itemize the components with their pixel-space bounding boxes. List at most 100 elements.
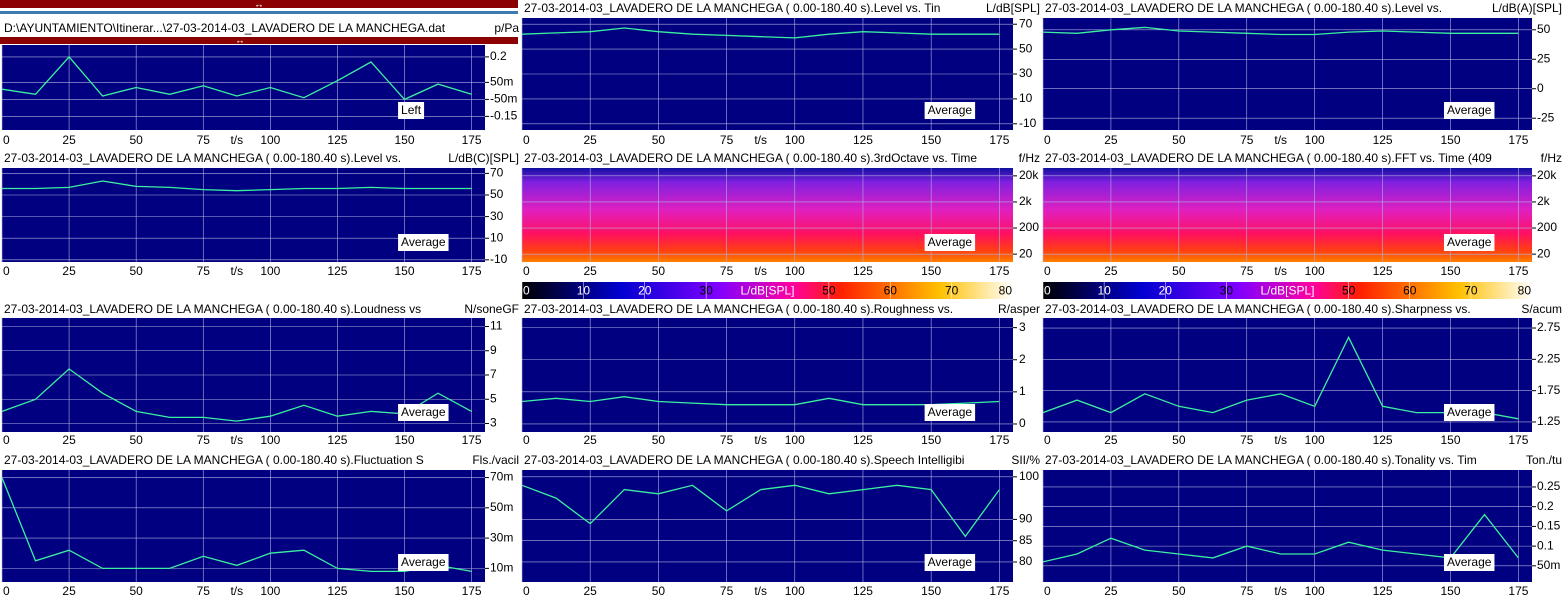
x-tick-label: 100 <box>1305 133 1325 147</box>
legend-box <box>924 102 976 119</box>
x-tick-label: 75 <box>1240 433 1254 447</box>
x-tick-label: 100 <box>1305 264 1325 278</box>
x-tick-label: 150 <box>1440 133 1460 147</box>
x-tick-label: 175 <box>462 264 482 278</box>
y-tick-label: 0.25 <box>1537 479 1561 493</box>
y-tick-label: 20 <box>1537 246 1551 260</box>
drag-handle[interactable]: ↔ <box>254 0 264 11</box>
x-tick-label: 75 <box>1240 584 1254 598</box>
x-axis-label: t/s <box>230 264 243 278</box>
x-tick-label: 100 <box>260 584 280 598</box>
x-tick-label: 150 <box>921 133 941 147</box>
y-tick-label: 2.75 <box>1537 320 1561 334</box>
x-tick-label: 25 <box>62 584 76 598</box>
colorbar-tick-label: 10 <box>577 284 591 298</box>
unit-background <box>458 453 520 469</box>
y-tick-label: 1 <box>1019 384 1026 398</box>
x-tick-label: 50 <box>1172 264 1186 278</box>
y-tick-label: 0.15 <box>1537 519 1561 533</box>
x-tick-label: 0 <box>3 264 10 278</box>
zoom-bar[interactable] <box>0 37 518 44</box>
x-tick-label: 50 <box>129 133 143 147</box>
x-tick-label: 0 <box>523 264 530 278</box>
overview-bar[interactable] <box>0 0 518 8</box>
trace <box>1 368 472 422</box>
unit-background <box>458 21 520 37</box>
x-tick-label: 50 <box>652 133 666 147</box>
x-tick-label: 175 <box>462 133 482 147</box>
x-tick-label: 125 <box>1373 133 1393 147</box>
x-tick-label: 175 <box>989 264 1009 278</box>
x-tick-label: 0 <box>3 584 10 598</box>
unit-label: L/dB[SPL] <box>986 1 1040 15</box>
x-tick-label: 25 <box>1104 584 1118 598</box>
x-tick-label: 125 <box>853 264 873 278</box>
legend-box <box>398 234 449 251</box>
x-tick-label: 50 <box>1172 584 1186 598</box>
x-tick-label: 75 <box>720 433 734 447</box>
unit-background <box>458 302 520 318</box>
x-tick-label: 25 <box>1104 433 1118 447</box>
y-tick-label: 50m <box>490 75 513 89</box>
x-tick-label: 75 <box>720 584 734 598</box>
x-tick-label: 125 <box>1373 433 1393 447</box>
zoom-handle[interactable]: ↔ <box>235 36 245 47</box>
trace <box>1042 513 1519 563</box>
y-tick-label: 30m <box>490 530 513 544</box>
x-tick-label: 125 <box>853 433 873 447</box>
y-tick-label: 70m <box>490 470 513 484</box>
x-tick-label: 75 <box>197 133 211 147</box>
unit-background <box>979 453 1041 469</box>
trace <box>1 477 472 573</box>
x-tick-label: 125 <box>853 584 873 598</box>
y-tick-label: 50 <box>490 187 504 201</box>
y-tick-label: 80 <box>1019 554 1033 568</box>
x-tick-label: 125 <box>327 584 347 598</box>
x-tick-label: 25 <box>62 264 76 278</box>
y-tick-label: 11 <box>490 319 503 333</box>
colorbar-tick-label: 80 <box>1518 284 1532 298</box>
x-tick-label: 125 <box>853 133 873 147</box>
legend-label: Average <box>401 235 446 249</box>
x-tick-label: 175 <box>989 133 1009 147</box>
unit-background <box>1501 1 1563 17</box>
x-tick-label: 100 <box>260 264 280 278</box>
x-tick-label: 0 <box>3 433 10 447</box>
x-tick-label: 175 <box>1508 133 1528 147</box>
legend-label: Average <box>1447 103 1492 117</box>
colorbar-tick-label: 50 <box>822 284 836 298</box>
y-tick-label: 50 <box>1537 22 1551 36</box>
y-tick-label: 200 <box>1019 220 1039 234</box>
legend-label: Average <box>928 405 973 419</box>
legend-label: Average <box>401 555 446 569</box>
x-tick-label: 25 <box>584 133 598 147</box>
y-tick-label: 3 <box>490 416 497 430</box>
x-tick-label: 125 <box>327 433 347 447</box>
x-tick-label: 75 <box>197 584 211 598</box>
panel-title: 27-03-2014-03_LAVADERO DE LA MANCHEGA ( … <box>4 151 401 165</box>
colorbar-tick-label: 70 <box>945 284 959 298</box>
unit-label: Fls./vacil <box>472 453 519 467</box>
trace <box>1042 335 1519 420</box>
y-tick-label: -10 <box>1019 116 1037 130</box>
x-tick-label: 100 <box>1305 584 1325 598</box>
unit-background <box>979 1 1041 17</box>
y-tick-label: 30 <box>1019 66 1033 80</box>
x-tick-label: 100 <box>785 133 805 147</box>
unit-background <box>1501 453 1563 469</box>
legend-label: Average <box>401 405 446 419</box>
x-tick-label: 0 <box>1044 584 1051 598</box>
unit-label: f/Hz <box>1019 151 1040 165</box>
trace <box>521 484 1000 538</box>
y-tick-label: 1.25 <box>1537 414 1561 428</box>
colorbar-tick-label: 20 <box>1159 284 1173 298</box>
panel-title: 27-03-2014-03_LAVADERO DE LA MANCHEGA ( … <box>1045 1 1442 15</box>
x-tick-label: 0 <box>1044 264 1051 278</box>
x-tick-label: 150 <box>394 433 414 447</box>
x-tick-label: 50 <box>129 264 143 278</box>
unit-label: S/acum <box>1521 302 1562 316</box>
x-tick-label: 0 <box>3 133 10 147</box>
panel-title: 27-03-2014-03_LAVADERO DE LA MANCHEGA ( … <box>4 453 424 467</box>
x-tick-label: 50 <box>1172 133 1186 147</box>
colorbar-tick-label: 50 <box>1342 284 1356 298</box>
